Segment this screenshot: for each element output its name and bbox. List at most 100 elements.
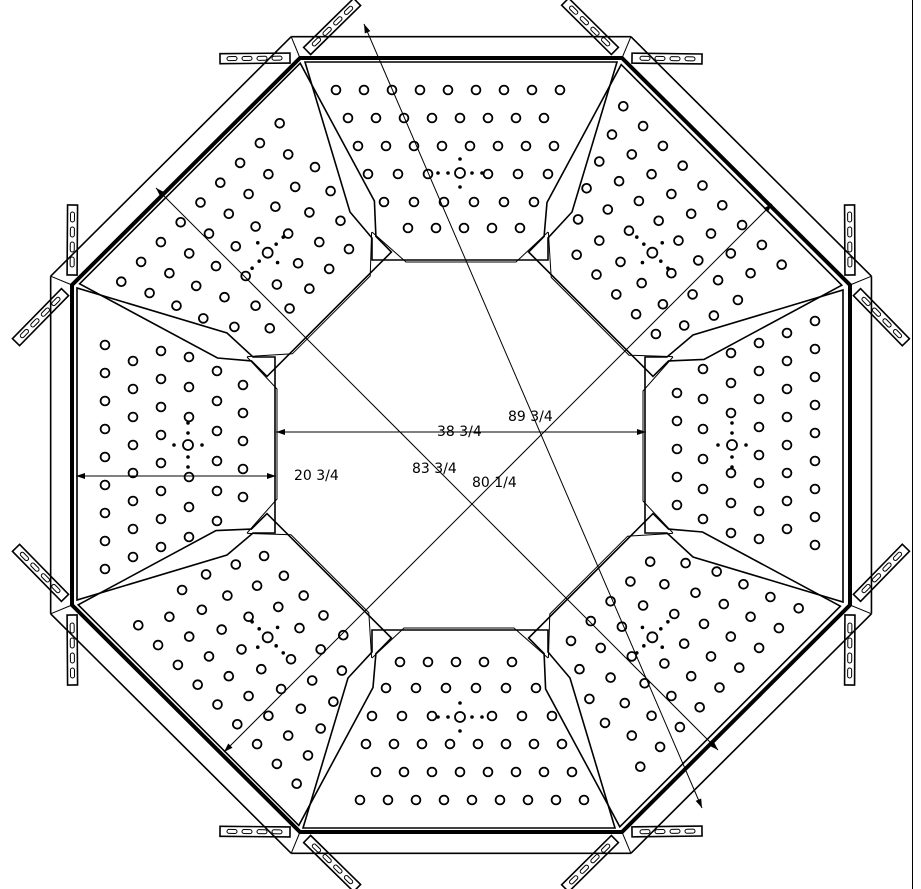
bracket-4-b-slot-0 [601, 843, 611, 853]
hole [666, 690, 677, 702]
center-dot [730, 431, 734, 435]
hole [183, 501, 195, 513]
hole [203, 228, 215, 239]
hole [99, 395, 111, 407]
hole [237, 463, 249, 475]
hole [183, 411, 195, 423]
hole [736, 219, 748, 231]
center-hole [261, 631, 274, 644]
hole [809, 539, 821, 551]
bracket-2-b-slot-1 [871, 307, 882, 317]
hole [500, 682, 512, 694]
bracket-4-a-slot-2 [669, 828, 681, 834]
hole [127, 439, 139, 451]
bracket-1-b-slot-3 [684, 56, 696, 62]
bracket-3-b-slot-1 [847, 637, 853, 649]
hole [718, 598, 730, 610]
hole [263, 710, 274, 722]
bracket-0-a-slot-1 [256, 55, 268, 61]
hole [486, 222, 498, 234]
dim-label-flat-to-flat: 38 3/4 [437, 424, 482, 440]
hole [289, 181, 301, 193]
hole [392, 168, 404, 180]
center-dot [275, 260, 280, 265]
hole [294, 622, 305, 634]
bracket-2-b [852, 287, 911, 347]
dim-overall-width-arrow-0 [364, 24, 371, 34]
rail-end-1 [621, 36, 632, 59]
hole [438, 794, 450, 806]
hole [275, 683, 287, 695]
hole [506, 656, 518, 668]
panel-3-inner-edge [547, 532, 673, 658]
hole [330, 84, 342, 96]
hole [765, 591, 776, 603]
hole [315, 644, 327, 655]
hole [155, 513, 167, 525]
hole [99, 535, 111, 547]
hole [725, 527, 737, 539]
bracket-3-a [852, 543, 911, 603]
hole [753, 337, 765, 349]
bracket-3-a-body [852, 543, 911, 603]
bracket-6-a-slot-0 [69, 622, 75, 634]
center-dot [186, 431, 190, 435]
hole [426, 766, 438, 778]
bracket-2-a-slot-3 [847, 211, 853, 223]
hole [219, 291, 230, 303]
hole [313, 236, 325, 248]
hole [578, 794, 590, 806]
hole [230, 559, 242, 570]
hole [697, 513, 709, 525]
hole [809, 427, 821, 439]
hole [251, 580, 263, 591]
hole [144, 287, 155, 299]
hole [753, 505, 765, 517]
hole [454, 112, 466, 124]
hole [232, 718, 243, 730]
hole [781, 523, 793, 535]
bracket-5-a-slot-0 [311, 843, 322, 853]
hole [619, 697, 631, 709]
hole [414, 84, 426, 96]
bracket-2-b-body [852, 287, 911, 347]
hole [634, 761, 646, 772]
hole [155, 541, 167, 553]
bracket-5-a-body [302, 834, 362, 889]
hole [237, 407, 249, 419]
bracket-2-b-slot-2 [882, 318, 892, 328]
hole [753, 642, 765, 654]
hole [659, 658, 670, 669]
bracket-7-b-slot-3 [69, 211, 76, 223]
hole [623, 225, 635, 237]
hole [127, 467, 139, 479]
hole [657, 298, 669, 310]
hole [422, 168, 434, 180]
hole [99, 339, 111, 351]
center-hole [646, 631, 659, 644]
bracket-7-b [66, 204, 79, 276]
hole [183, 471, 195, 483]
hole [581, 183, 592, 194]
hole [325, 185, 336, 197]
bracket-7-b-slot-1 [69, 241, 75, 253]
hole [512, 168, 524, 180]
hole [809, 483, 821, 495]
hole [282, 730, 294, 741]
center-dot [659, 627, 663, 631]
center-dot [446, 171, 450, 175]
hole [753, 533, 765, 545]
bracket-1-a [560, 0, 620, 56]
hole [155, 373, 167, 385]
panel-1-inner-edge [547, 232, 673, 358]
bracket-0-a-slot-2 [241, 55, 253, 61]
hole [708, 310, 720, 321]
center-dot [666, 619, 670, 624]
hole [637, 120, 649, 132]
hole [408, 196, 420, 208]
hole [127, 411, 139, 423]
hole [711, 566, 722, 577]
center-dot [436, 171, 440, 175]
hole [164, 611, 175, 623]
bracket-6-a [66, 614, 79, 686]
